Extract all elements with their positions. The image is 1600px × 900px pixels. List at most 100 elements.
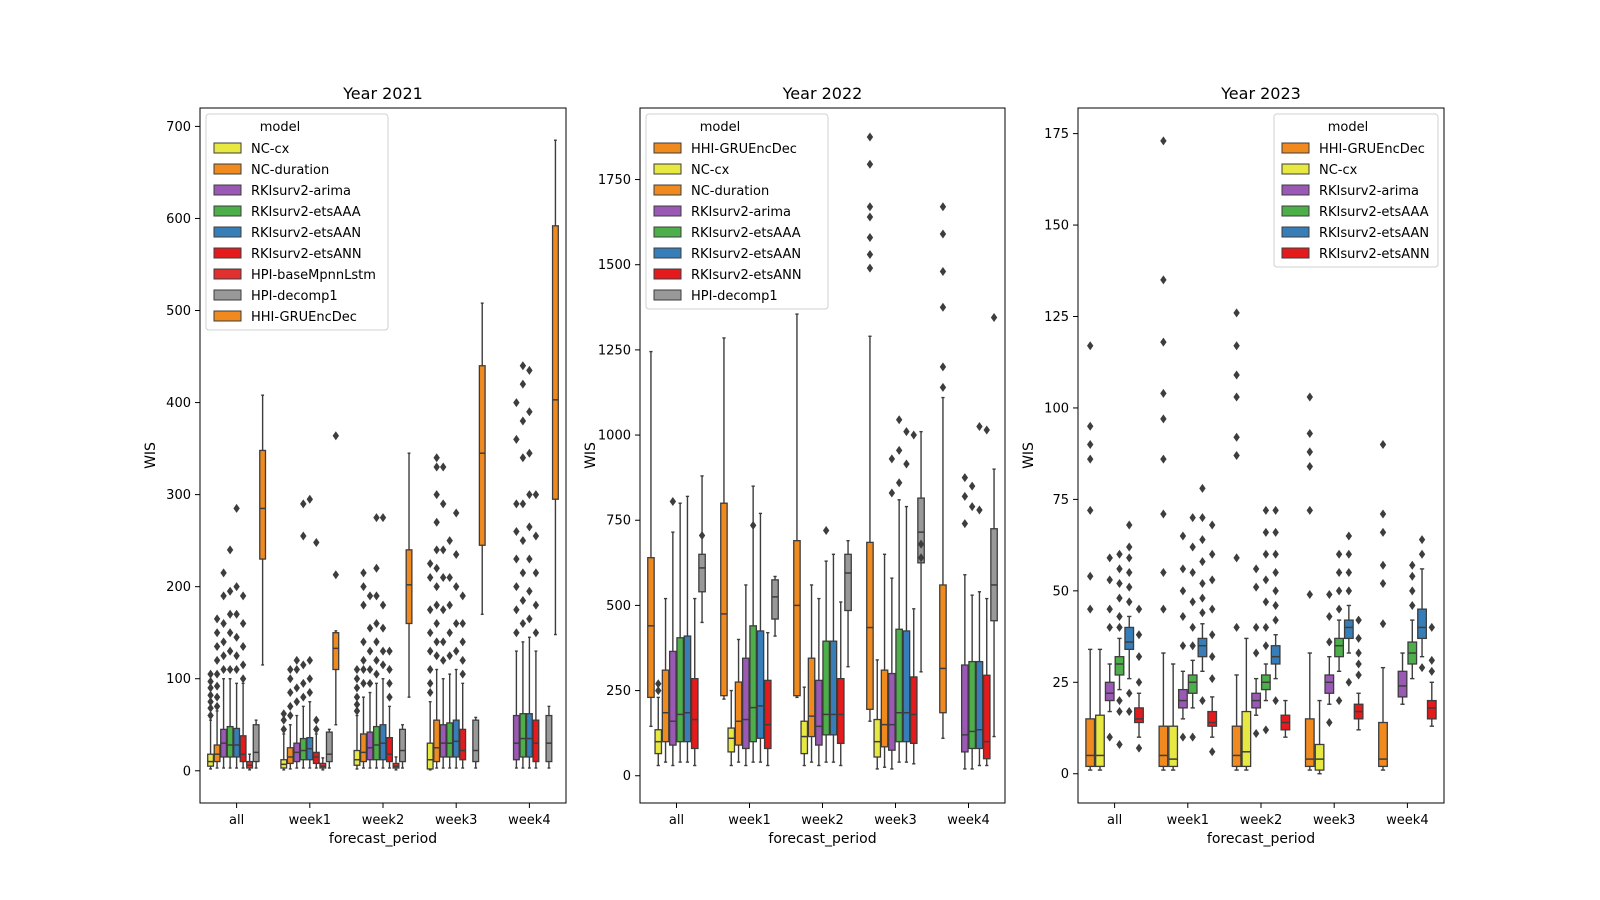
- outlier-point: [379, 623, 387, 633]
- box: [478, 302, 486, 615]
- legend-item: NC-duration: [213, 163, 329, 178]
- box: [895, 415, 904, 763]
- outlier-point: [373, 618, 380, 628]
- outlier-point: [293, 683, 300, 693]
- outlier-point: [1199, 608, 1206, 618]
- outlier-point: [446, 536, 453, 546]
- box-body: [676, 637, 685, 743]
- outlier-point: [1272, 615, 1279, 625]
- outlier-point: [1199, 593, 1206, 603]
- outlier-point: [910, 430, 917, 440]
- legend-title: model: [260, 120, 300, 135]
- outlier-point: [526, 490, 533, 500]
- outlier-point: [360, 678, 367, 688]
- box-body: [207, 753, 215, 767]
- box: [359, 568, 367, 769]
- x-tick-label: week2: [362, 813, 404, 828]
- box: [532, 490, 540, 769]
- legend-frame: [205, 113, 389, 331]
- box-body: [372, 725, 381, 761]
- box-body: [1343, 619, 1354, 640]
- box: [917, 430, 925, 673]
- legend-item: HHI-GRUEncDec: [1281, 142, 1425, 157]
- legend-swatch: [653, 205, 682, 217]
- box: [433, 453, 441, 769]
- y-tick-label: 75: [1052, 493, 1069, 508]
- outlier-point: [332, 570, 340, 580]
- outlier-point: [903, 427, 910, 437]
- series-3: [661, 553, 889, 768]
- subplot-title: Year 2022: [782, 84, 863, 103]
- outlier-point: [1126, 597, 1133, 607]
- outlier-point: [1199, 579, 1206, 589]
- box-body: [917, 497, 925, 564]
- series-1: [647, 132, 947, 739]
- outlier-point: [366, 623, 374, 633]
- outlier-point: [1379, 560, 1387, 570]
- legend-swatch: [213, 247, 242, 259]
- y-tick-label: 1500: [598, 258, 631, 273]
- outlier-point: [207, 697, 214, 707]
- box: [1426, 622, 1437, 727]
- outlier-point: [1087, 341, 1094, 351]
- box-body: [312, 751, 320, 765]
- outlier-point: [1199, 483, 1206, 493]
- outlier-point: [526, 614, 533, 624]
- box: [226, 545, 234, 769]
- outlier-point: [360, 600, 367, 610]
- box: [207, 669, 215, 770]
- box: [1104, 553, 1115, 742]
- box-body: [982, 674, 991, 760]
- outlier-point: [1179, 732, 1187, 742]
- outlier-point: [1087, 440, 1094, 450]
- outlier-point: [1106, 622, 1113, 632]
- box-body: [446, 722, 454, 758]
- box-body: [385, 736, 394, 763]
- box-body: [252, 724, 260, 763]
- y-tick-label: 150: [1044, 219, 1069, 234]
- outlier-point: [366, 665, 374, 675]
- box-body: [741, 657, 750, 750]
- box-body: [887, 672, 896, 751]
- y-tick-label: 400: [166, 396, 191, 411]
- box: [647, 350, 655, 728]
- outlier-point: [1418, 535, 1426, 545]
- box: [392, 756, 400, 771]
- outlier-point: [1087, 454, 1094, 464]
- legend-label: RKIsurv2-etsAAA: [251, 205, 361, 220]
- box: [306, 494, 314, 769]
- box: [1114, 549, 1125, 749]
- x-axis-ticks: all week1 week2 week3 week4: [1107, 803, 1429, 828]
- outlier-point: [233, 651, 240, 661]
- outlier-point: [1179, 586, 1187, 596]
- box: [452, 508, 460, 769]
- box-body: [1378, 721, 1388, 768]
- box-body: [866, 541, 874, 710]
- box-body: [690, 677, 699, 750]
- box-body: [990, 528, 998, 622]
- legend-frame: [1273, 113, 1439, 268]
- outlier-point: [866, 232, 874, 242]
- box: [312, 537, 320, 769]
- box-body: [1231, 725, 1242, 768]
- box: [939, 202, 947, 739]
- outlier-point: [866, 249, 874, 259]
- outlier-point: [1116, 707, 1123, 717]
- legend-swatch: [653, 184, 682, 196]
- x-tick-label: all: [229, 813, 244, 828]
- box: [960, 473, 969, 770]
- box-body: [727, 727, 736, 753]
- outlier-point: [220, 568, 227, 578]
- outlier-point: [1272, 586, 1279, 596]
- series-4: [668, 454, 969, 770]
- legend-label: RKIsurv2-etsANN: [691, 268, 802, 283]
- box: [982, 425, 991, 767]
- outlier-point: [1209, 747, 1216, 757]
- box-body: [239, 735, 247, 763]
- outlier-point: [386, 692, 393, 702]
- outlier-point: [1116, 579, 1123, 589]
- outlier-point: [532, 628, 540, 638]
- outlier-point: [1116, 696, 1123, 706]
- outlier-point: [1335, 696, 1343, 706]
- y-tick-label: 1250: [598, 343, 631, 358]
